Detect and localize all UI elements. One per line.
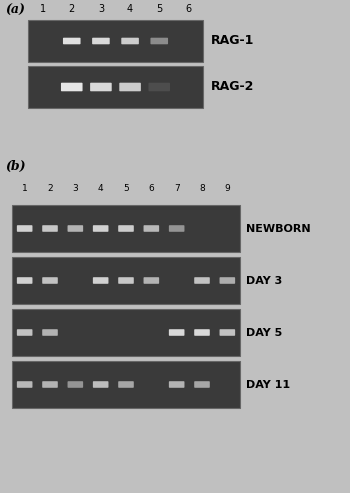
Bar — [12, 205, 240, 252]
FancyBboxPatch shape — [219, 277, 235, 284]
FancyBboxPatch shape — [42, 381, 58, 388]
FancyBboxPatch shape — [17, 225, 33, 232]
Text: 6: 6 — [186, 4, 191, 14]
Text: 5: 5 — [123, 184, 129, 193]
FancyBboxPatch shape — [93, 381, 108, 388]
Bar — [12, 309, 240, 356]
FancyBboxPatch shape — [119, 83, 141, 91]
FancyBboxPatch shape — [17, 329, 33, 336]
FancyBboxPatch shape — [90, 83, 112, 91]
Bar — [12, 257, 240, 304]
FancyBboxPatch shape — [169, 225, 184, 232]
FancyBboxPatch shape — [93, 225, 108, 232]
Text: DAY 11: DAY 11 — [246, 380, 290, 389]
Text: 1: 1 — [40, 4, 46, 14]
FancyBboxPatch shape — [194, 381, 210, 388]
FancyBboxPatch shape — [194, 329, 210, 336]
Text: 2: 2 — [69, 4, 75, 14]
Bar — [28, 66, 203, 108]
FancyBboxPatch shape — [68, 225, 83, 232]
Bar — [12, 361, 240, 408]
FancyBboxPatch shape — [42, 277, 58, 284]
Text: 5: 5 — [156, 4, 162, 14]
FancyBboxPatch shape — [118, 225, 134, 232]
Text: 9: 9 — [224, 184, 230, 193]
Text: RAG-2: RAG-2 — [211, 80, 254, 94]
FancyBboxPatch shape — [148, 83, 170, 91]
FancyBboxPatch shape — [150, 37, 168, 44]
FancyBboxPatch shape — [219, 329, 235, 336]
Text: NEWBORN: NEWBORN — [246, 223, 311, 234]
FancyBboxPatch shape — [118, 381, 134, 388]
Text: (a): (a) — [5, 4, 25, 17]
FancyBboxPatch shape — [144, 277, 159, 284]
Text: 6: 6 — [148, 184, 154, 193]
FancyBboxPatch shape — [144, 225, 159, 232]
FancyBboxPatch shape — [17, 381, 33, 388]
Bar — [28, 20, 203, 62]
FancyBboxPatch shape — [169, 381, 184, 388]
Text: 8: 8 — [199, 184, 205, 193]
FancyBboxPatch shape — [68, 381, 83, 388]
FancyBboxPatch shape — [92, 37, 110, 44]
FancyBboxPatch shape — [61, 83, 83, 91]
FancyBboxPatch shape — [42, 329, 58, 336]
Text: 4: 4 — [98, 184, 104, 193]
FancyBboxPatch shape — [169, 329, 184, 336]
FancyBboxPatch shape — [63, 37, 80, 44]
Text: RAG-1: RAG-1 — [211, 35, 254, 47]
Text: 3: 3 — [98, 4, 104, 14]
Text: DAY 3: DAY 3 — [246, 276, 282, 285]
Text: 2: 2 — [47, 184, 53, 193]
Text: DAY 5: DAY 5 — [246, 327, 282, 338]
Text: (b): (b) — [5, 160, 26, 173]
Text: 4: 4 — [127, 4, 133, 14]
Text: 7: 7 — [174, 184, 180, 193]
Text: 3: 3 — [72, 184, 78, 193]
FancyBboxPatch shape — [17, 277, 33, 284]
FancyBboxPatch shape — [93, 277, 108, 284]
FancyBboxPatch shape — [118, 277, 134, 284]
FancyBboxPatch shape — [42, 225, 58, 232]
FancyBboxPatch shape — [194, 277, 210, 284]
FancyBboxPatch shape — [121, 37, 139, 44]
Text: 1: 1 — [22, 184, 28, 193]
